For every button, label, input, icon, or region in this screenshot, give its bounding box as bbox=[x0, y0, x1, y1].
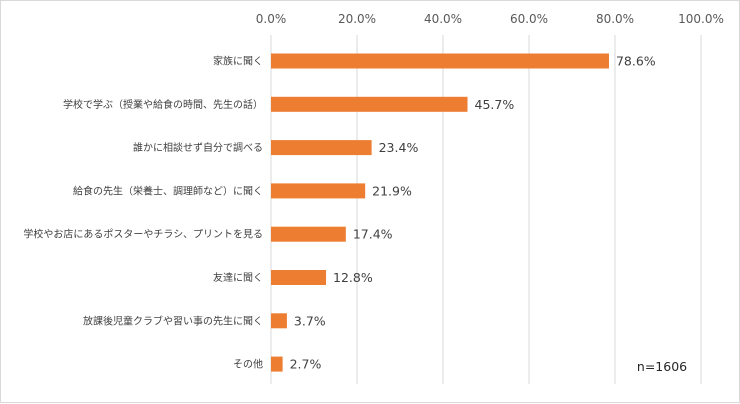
category-label: 友達に聞く bbox=[213, 271, 263, 284]
bar bbox=[271, 270, 327, 285]
x-tick-label: 20.0% bbox=[338, 12, 376, 26]
data-label: 12.8% bbox=[333, 270, 373, 285]
x-tick-label: 0.0% bbox=[256, 12, 287, 26]
x-tick-label: 40.0% bbox=[424, 12, 462, 26]
bar bbox=[271, 96, 468, 112]
data-label: 78.6% bbox=[616, 54, 656, 69]
data-label: 23.4% bbox=[379, 140, 419, 155]
bars bbox=[271, 53, 609, 372]
data-label: 45.7% bbox=[475, 97, 515, 112]
category-label: その他 bbox=[233, 358, 263, 371]
bar bbox=[271, 140, 372, 156]
data-label: 2.7% bbox=[290, 357, 322, 372]
category-label: 家族に聞く bbox=[213, 55, 263, 68]
category-label: 学校やお店にあるポスターやチラシ、プリントを見る bbox=[23, 228, 263, 241]
x-axis-ticks: 0.0% 20.0% 40.0% 60.0% 80.0% 100.0% bbox=[256, 12, 724, 26]
data-label: 21.9% bbox=[372, 183, 412, 198]
data-label: 3.7% bbox=[294, 313, 326, 328]
data-label: 17.4% bbox=[353, 227, 393, 242]
category-label: 給食の先生（栄養士、調理師など）に聞く bbox=[73, 184, 263, 197]
category-label: 学校で学ぶ（授業や給食の時間、先生の話） bbox=[63, 98, 263, 111]
bar bbox=[271, 226, 346, 242]
sample-size-note: n=1606 bbox=[637, 359, 687, 374]
data-labels: 78.6% 45.7% 23.4% 21.9% 17.4% 12.8% 3.7% 2.7% bbox=[290, 54, 656, 372]
x-tick-label: 60.0% bbox=[510, 12, 548, 26]
x-tick-label: 80.0% bbox=[596, 12, 634, 26]
category-label: 放課後児童クラブや習い事の先生に聞く bbox=[83, 314, 263, 327]
bar bbox=[271, 313, 287, 329]
bar bbox=[271, 183, 366, 199]
bar bbox=[271, 356, 283, 372]
x-tick-label: 100.0% bbox=[678, 12, 724, 26]
bar bbox=[271, 53, 609, 69]
category-label: 誰かに相談せず自分で調べる bbox=[133, 141, 263, 154]
gridlines bbox=[270, 35, 702, 384]
